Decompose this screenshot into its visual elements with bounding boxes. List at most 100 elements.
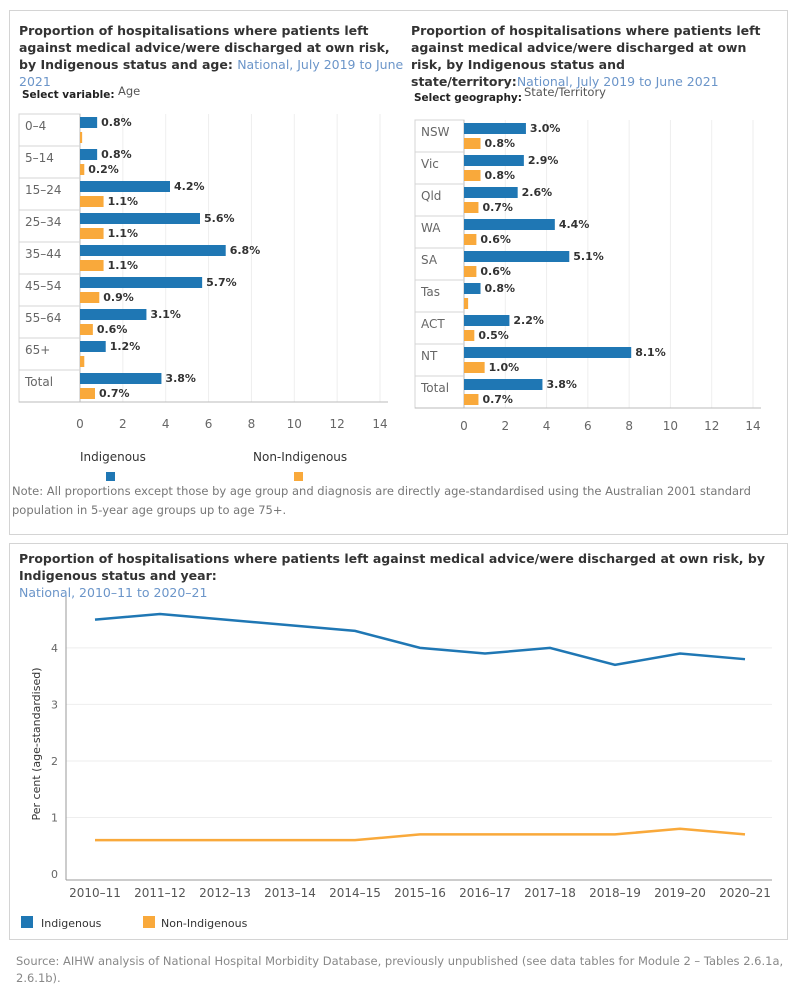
age-indigenous-label: 3.8% xyxy=(165,372,196,385)
age-indigenous-bar xyxy=(80,117,98,128)
trend-y-tick: 1 xyxy=(51,811,58,824)
state-category-label: SA xyxy=(421,253,438,267)
state-non-indigenous-label: 0.5% xyxy=(478,329,509,342)
trend-y-axis-label: Per cent (age-standardised) xyxy=(30,668,43,821)
state-indigenous-label: 5.1% xyxy=(573,250,604,263)
age-indigenous-bar xyxy=(80,213,200,224)
state-indigenous-label: 8.1% xyxy=(635,346,666,359)
state-x-tick: 0 xyxy=(460,419,468,433)
age-non-indigenous-bar xyxy=(80,228,104,239)
age-indigenous-label: 5.7% xyxy=(206,276,237,289)
state-x-tick: 2 xyxy=(501,419,509,433)
age-x-tick: 0 xyxy=(76,417,84,431)
state-category-label: NSW xyxy=(421,125,450,139)
state-x-tick: 12 xyxy=(704,419,719,433)
age-category-label: 55–64 xyxy=(25,311,62,325)
trend-x-tick: 2013–14 xyxy=(264,886,316,900)
trend-chart-subtitle: National, 2010–11 to 2020–21 xyxy=(19,585,208,600)
age-indigenous-bar xyxy=(80,309,147,320)
select-variable-dropdown[interactable]: Age xyxy=(118,84,141,98)
age-non-indigenous-label: 0.6% xyxy=(97,323,128,336)
trend-legend-indigenous-label: Indigenous xyxy=(41,917,102,930)
age-non-indigenous-bar xyxy=(80,164,85,175)
state-non-indigenous-label: 0.8% xyxy=(485,169,516,182)
state-x-tick: 8 xyxy=(625,419,633,433)
state-non-indigenous-label: 0.6% xyxy=(480,233,511,246)
state-indigenous-bar xyxy=(464,187,518,198)
age-indigenous-bar xyxy=(80,341,106,352)
state-non-indigenous-bar xyxy=(464,266,477,277)
state-non-indigenous-bar xyxy=(464,298,469,309)
state-indigenous-label: 2.9% xyxy=(528,154,559,167)
state-x-tick: 10 xyxy=(663,419,678,433)
legend-non-indigenous-label: Non-Indigenous xyxy=(253,450,348,464)
age-category-label: 15–24 xyxy=(25,183,62,197)
state-indigenous-label: 3.8% xyxy=(546,378,577,391)
age-category-label: 25–34 xyxy=(25,215,62,229)
age-indigenous-bar xyxy=(80,373,162,384)
state-indigenous-label: 2.6% xyxy=(522,186,553,199)
trend-y-tick: 4 xyxy=(51,642,58,655)
state-category-label: Tas xyxy=(420,285,440,299)
age-indigenous-label: 3.1% xyxy=(150,308,181,321)
state-category-label: WA xyxy=(421,221,441,235)
state-indigenous-label: 0.8% xyxy=(485,282,516,295)
state-indigenous-bar xyxy=(464,155,524,166)
trend-x-tick: 2020–21 xyxy=(719,886,771,900)
age-category-label: Total xyxy=(24,375,53,389)
trend-x-tick: 2015–16 xyxy=(394,886,446,900)
age-category-label: 35–44 xyxy=(25,247,62,261)
trend-legend-indigenous-swatch xyxy=(21,916,33,928)
age-non-indigenous-bar xyxy=(80,356,85,367)
age-x-tick: 8 xyxy=(248,417,256,431)
age-chart-subtitle: National, July 2019 to June 2021 xyxy=(19,57,404,89)
top-panel xyxy=(9,10,788,535)
age-indigenous-label: 6.8% xyxy=(230,244,261,257)
state-non-indigenous-bar xyxy=(464,202,479,213)
age-non-indigenous-bar xyxy=(80,324,93,335)
select-geography-dropdown[interactable]: State/Territory xyxy=(524,85,606,99)
select-geography-label: Select geography: xyxy=(414,92,522,104)
state-non-indigenous-bar xyxy=(464,362,485,373)
trend-x-tick: 2019–20 xyxy=(654,886,706,900)
state-non-indigenous-bar xyxy=(464,170,481,181)
state-non-indigenous-bar xyxy=(464,138,481,149)
trend-legend-non-indigenous-label: Non-Indigenous xyxy=(161,917,248,930)
state-x-tick: 6 xyxy=(584,419,592,433)
trend-x-tick: 2016–17 xyxy=(459,886,511,900)
trend-indigenous-line xyxy=(94,612,746,667)
state-non-indigenous-label: 0.7% xyxy=(482,201,513,214)
age-x-tick: 10 xyxy=(287,417,302,431)
source-note: Source: AIHW analysis of National Hospit… xyxy=(16,954,784,985)
legend-indigenous-swatch[interactable] xyxy=(106,472,115,481)
age-indigenous-label: 0.8% xyxy=(101,116,132,129)
state-non-indigenous-label: 0.7% xyxy=(482,393,513,406)
age-standardisation-note: Note: All proportions except those by ag… xyxy=(12,484,751,517)
trend-y-tick: 0 xyxy=(51,868,58,881)
state-indigenous-bar xyxy=(464,347,632,358)
state-indigenous-label: 2.2% xyxy=(513,314,544,327)
age-non-indigenous-label: 1.1% xyxy=(108,195,139,208)
age-indigenous-label: 4.2% xyxy=(174,180,205,193)
state-category-label: Vic xyxy=(421,157,439,171)
state-chart-title: Proportion of hospitalisations where pat… xyxy=(411,23,761,89)
state-indigenous-bar xyxy=(464,283,481,294)
age-non-indigenous-bar xyxy=(80,196,104,207)
age-indigenous-bar xyxy=(80,245,226,256)
age-non-indigenous-bar xyxy=(80,260,104,271)
age-category-label: 0–4 xyxy=(25,119,46,133)
age-indigenous-label: 5.6% xyxy=(204,212,235,225)
age-category-label: 5–14 xyxy=(25,151,54,165)
state-x-tick: 4 xyxy=(543,419,551,433)
age-x-tick: 4 xyxy=(162,417,170,431)
state-indigenous-bar xyxy=(464,123,526,134)
age-x-tick: 12 xyxy=(330,417,345,431)
age-non-indigenous-label: 1.1% xyxy=(108,259,139,272)
legend-non-indigenous-swatch[interactable] xyxy=(294,472,303,481)
trend-x-tick: 2017–18 xyxy=(524,886,576,900)
state-category-label: ACT xyxy=(421,317,445,331)
age-indigenous-bar xyxy=(80,277,203,288)
select-variable-label: Select variable: xyxy=(22,89,115,101)
age-category-label: 65+ xyxy=(25,343,50,357)
